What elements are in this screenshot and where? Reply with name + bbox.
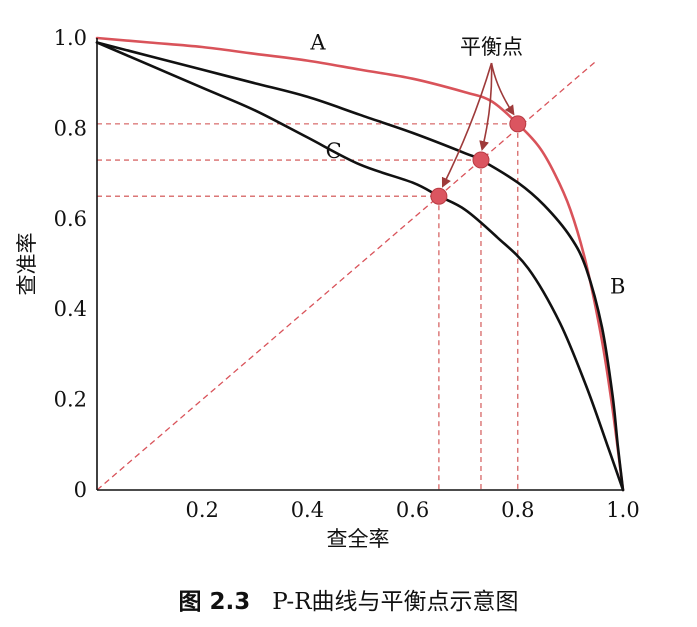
figure-caption-text: P-R曲线与平衡点示意图 — [272, 589, 519, 615]
curve-label-b: B — [610, 275, 625, 299]
figure-number: 图 2.3 — [178, 589, 251, 615]
series-line-a — [95, 36, 625, 492]
y-tick-label: 0.6 — [54, 207, 87, 231]
tick-labels: 0 0.2 0.4 0.6 0.8 1.0 0.2 0.4 0.6 0.8 1.0 — [54, 26, 640, 522]
pr-curve-chart: 00.20.40.60.81.00.2 0.4 0.6 0.8 1.0 ABC 平衡点 … — [15, 26, 640, 551]
break-even-point-b — [472, 151, 490, 169]
x-axis-title: 查全率 — [327, 527, 390, 551]
guide-lines — [97, 123, 519, 490]
break-even-points — [430, 115, 527, 205]
curve-label-c: C — [326, 139, 342, 163]
x-tick-label: 0.8 — [501, 498, 534, 522]
break-even-annotation: 平衡点 — [460, 35, 523, 59]
x-tick-label: 0.4 — [291, 498, 324, 522]
x-tick-label: 0.6 — [396, 498, 429, 522]
figure-caption: 图 2.3 P-R曲线与平衡点示意图 — [0, 582, 697, 616]
x-tick-label: 1.0 — [606, 498, 639, 522]
annotation-arrow-b — [479, 62, 493, 152]
annotation-arrow-c — [441, 62, 493, 188]
y-tick-label: 0 — [74, 478, 87, 502]
curve-labels: A B C — [309, 31, 625, 299]
y-tick-label: 0.2 — [54, 388, 87, 412]
axes — [96, 38, 623, 491]
annotation-arrows — [441, 62, 515, 188]
x-tick-label: 0.2 — [185, 498, 218, 522]
annotation-arrow-a — [490, 62, 515, 116]
y-tick-label: 1.0 — [54, 26, 87, 50]
curve-label-a: A — [309, 31, 326, 55]
break-even-point-a — [509, 115, 527, 133]
break-even-point-c — [430, 187, 448, 205]
y-tick-label: 0.8 — [54, 116, 87, 140]
y-axis-title: 查准率 — [15, 233, 39, 296]
y-tick-label: 0.4 — [54, 297, 87, 321]
